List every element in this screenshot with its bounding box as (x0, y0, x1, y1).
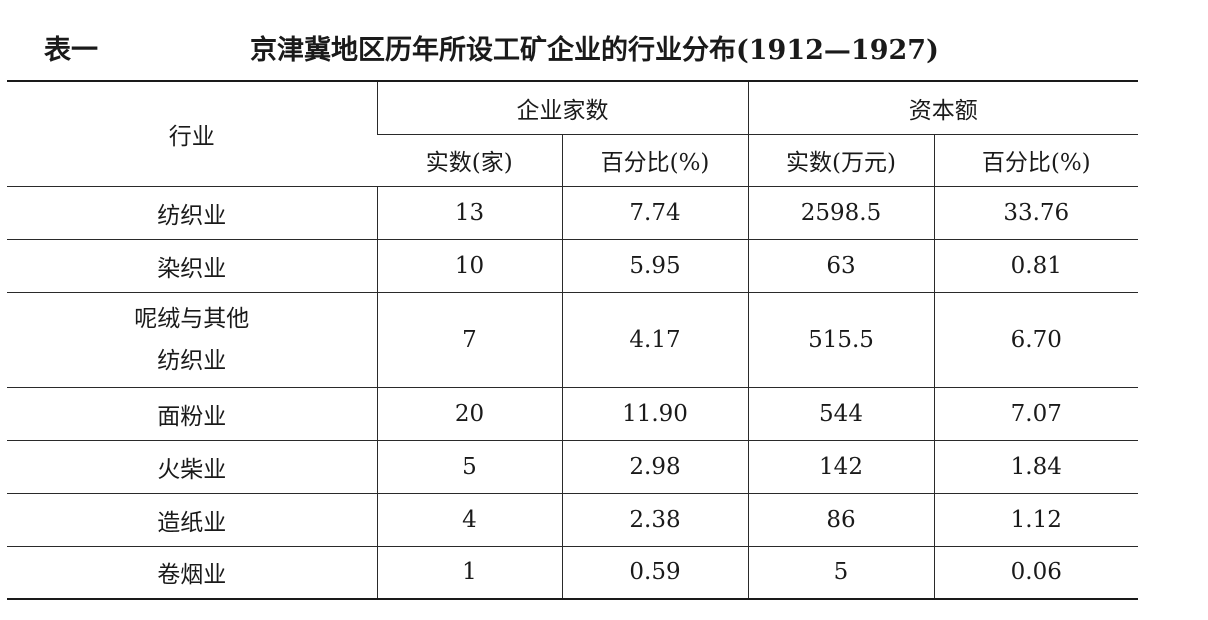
cell-count: 4 (376, 492, 562, 546)
table-title: 京津冀地区历年所设工矿企业的行业分布(1912—1927) (250, 35, 939, 66)
cell-count-percent: 5.95 (561, 238, 748, 292)
header-enterprise-count-group: 企业家数 (376, 80, 748, 134)
cell-count: 10 (376, 238, 562, 292)
header-row-group: 行业 企业家数 资本额 (7, 80, 1138, 186)
cell-count-percent: 0.59 (561, 545, 748, 600)
cell-count-percent: 11.90 (561, 386, 748, 440)
header-capital-actual: 实数(万元) (747, 133, 934, 186)
industry-distribution-table: 行业 企业家数 资本额 实数(家) 百分比(%) 实数(万元) 百分比(%) 纺… (7, 80, 1138, 600)
cell-capital: 86 (747, 492, 934, 546)
table-row: 纺织业 13 7.74 2598.5 33.76 (7, 185, 1138, 239)
header-capital-group: 资本额 (747, 80, 1138, 134)
cell-capital-percent: 1.84 (933, 439, 1138, 493)
cell-count-percent: 4.17 (561, 291, 748, 387)
cell-count: 7 (376, 291, 562, 387)
cell-industry: 染织业 (7, 238, 377, 292)
cell-capital: 63 (747, 238, 934, 292)
cell-count: 13 (376, 185, 562, 239)
header-capital-percent: 百分比(%) (933, 133, 1138, 186)
cell-capital-percent: 0.81 (933, 238, 1138, 292)
cell-industry: 造纸业 (7, 492, 377, 546)
cell-capital-percent: 6.70 (933, 291, 1138, 387)
cell-count: 20 (376, 386, 562, 440)
cell-capital: 2598.5 (747, 185, 934, 239)
table-number: 表一 (44, 35, 98, 66)
cell-industry-line: 纺织业 (157, 347, 227, 374)
cell-capital: 544 (747, 386, 934, 440)
table-row: 火柴业 5 2.98 142 1.84 (7, 439, 1138, 493)
cell-capital: 515.5 (747, 291, 934, 387)
cell-capital-percent: 33.76 (933, 185, 1138, 239)
header-count-percent: 百分比(%) (561, 133, 748, 186)
cell-count: 1 (376, 545, 562, 600)
table-row: 面粉业 20 11.90 544 7.07 (7, 386, 1138, 440)
cell-count: 5 (376, 439, 562, 493)
cell-capital-percent: 7.07 (933, 386, 1138, 440)
cell-count-percent: 2.38 (561, 492, 748, 546)
cell-capital-percent: 0.06 (933, 545, 1138, 600)
cell-capital: 5 (747, 545, 934, 600)
cell-count-percent: 2.98 (561, 439, 748, 493)
header-row-sub: 实数(家) 百分比(%) 实数(万元) 百分比(%) (7, 133, 1138, 186)
table-row: 造纸业 4 2.38 86 1.12 (7, 492, 1138, 546)
table-row: 染织业 10 5.95 63 0.81 (7, 238, 1138, 292)
cell-capital: 142 (747, 439, 934, 493)
cell-count-percent: 7.74 (561, 185, 748, 239)
header-count-actual: 实数(家) (377, 133, 562, 186)
table-caption: 表一 京津冀地区历年所设工矿企业的行业分布(1912—1927) (0, 22, 1208, 68)
cell-industry-line: 呢绒与其他 (134, 305, 250, 332)
cell-industry: 呢绒与其他 纺织业 (7, 291, 377, 387)
table-row: 呢绒与其他 纺织业 7 4.17 515.5 6.70 (7, 291, 1138, 387)
table-row: 卷烟业 1 0.59 5 0.06 (7, 545, 1138, 600)
cell-industry: 卷烟业 (7, 545, 377, 600)
cell-industry: 火柴业 (7, 439, 377, 493)
cell-industry: 面粉业 (7, 386, 377, 440)
cell-capital-percent: 1.12 (933, 492, 1138, 546)
header-industry: 行业 (7, 80, 377, 186)
cell-industry: 纺织业 (7, 185, 377, 239)
